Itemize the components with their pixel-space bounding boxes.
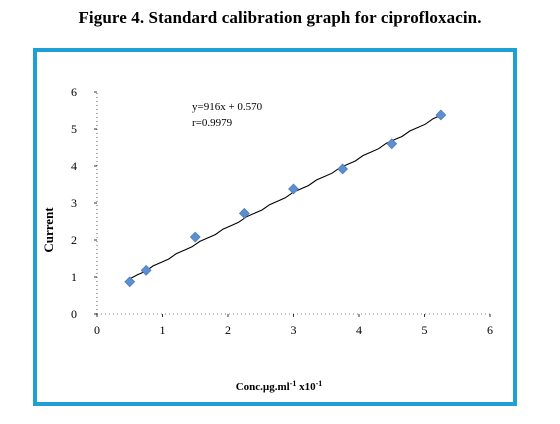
- y-tick-label: 3: [71, 196, 77, 210]
- data-point: [189, 231, 201, 243]
- figure-title: Figure 4. Standard calibration graph for…: [78, 8, 482, 27]
- chart-frame: 0 1 2 3 4 5 6 0 1 2 3 4 5 6 Current Conc.µg.ml-1 x10…: [33, 48, 517, 406]
- x-tick-label: 6: [487, 323, 493, 337]
- x-tick-label: 1: [160, 323, 166, 337]
- equation-annotation: y=916x + 0.570: [192, 101, 263, 113]
- y-tick-label: 2: [71, 233, 77, 247]
- y-axis-label: Current: [41, 207, 56, 253]
- data-points: [124, 109, 447, 288]
- data-point: [124, 276, 136, 288]
- x-axis-label: Conc.µg.ml-1 x10-1: [236, 379, 323, 394]
- y-tick-label: 0: [71, 307, 77, 321]
- data-point: [140, 264, 152, 276]
- data-point: [386, 138, 398, 150]
- x-tick-label: 0: [94, 323, 100, 337]
- data-point: [238, 207, 250, 219]
- data-point: [337, 163, 349, 175]
- x-tick-label: 3: [291, 323, 297, 337]
- y-tick-label: 6: [71, 85, 77, 99]
- y-tick-label: 1: [71, 270, 77, 284]
- x-tick-label: 2: [225, 323, 231, 337]
- x-tick-label: 5: [422, 323, 428, 337]
- trendline: [129, 114, 442, 280]
- data-point: [435, 109, 447, 121]
- y-tick-label: 4: [71, 159, 77, 173]
- calibration-chart: 0 1 2 3 4 5 6 0 1 2 3 4 5 6 Current Conc.µg.ml-1 x10…: [41, 85, 493, 394]
- trendline-group: [129, 114, 442, 280]
- correlation-annotation: r=0.9979: [192, 117, 233, 129]
- y-axis: 0 1 2 3 4 5 6: [71, 85, 98, 321]
- y-tick-label: 5: [71, 122, 77, 136]
- data-point: [288, 183, 299, 195]
- x-axis: 0 1 2 3 4 5 6: [94, 313, 493, 337]
- x-tick-label: 4: [356, 323, 362, 337]
